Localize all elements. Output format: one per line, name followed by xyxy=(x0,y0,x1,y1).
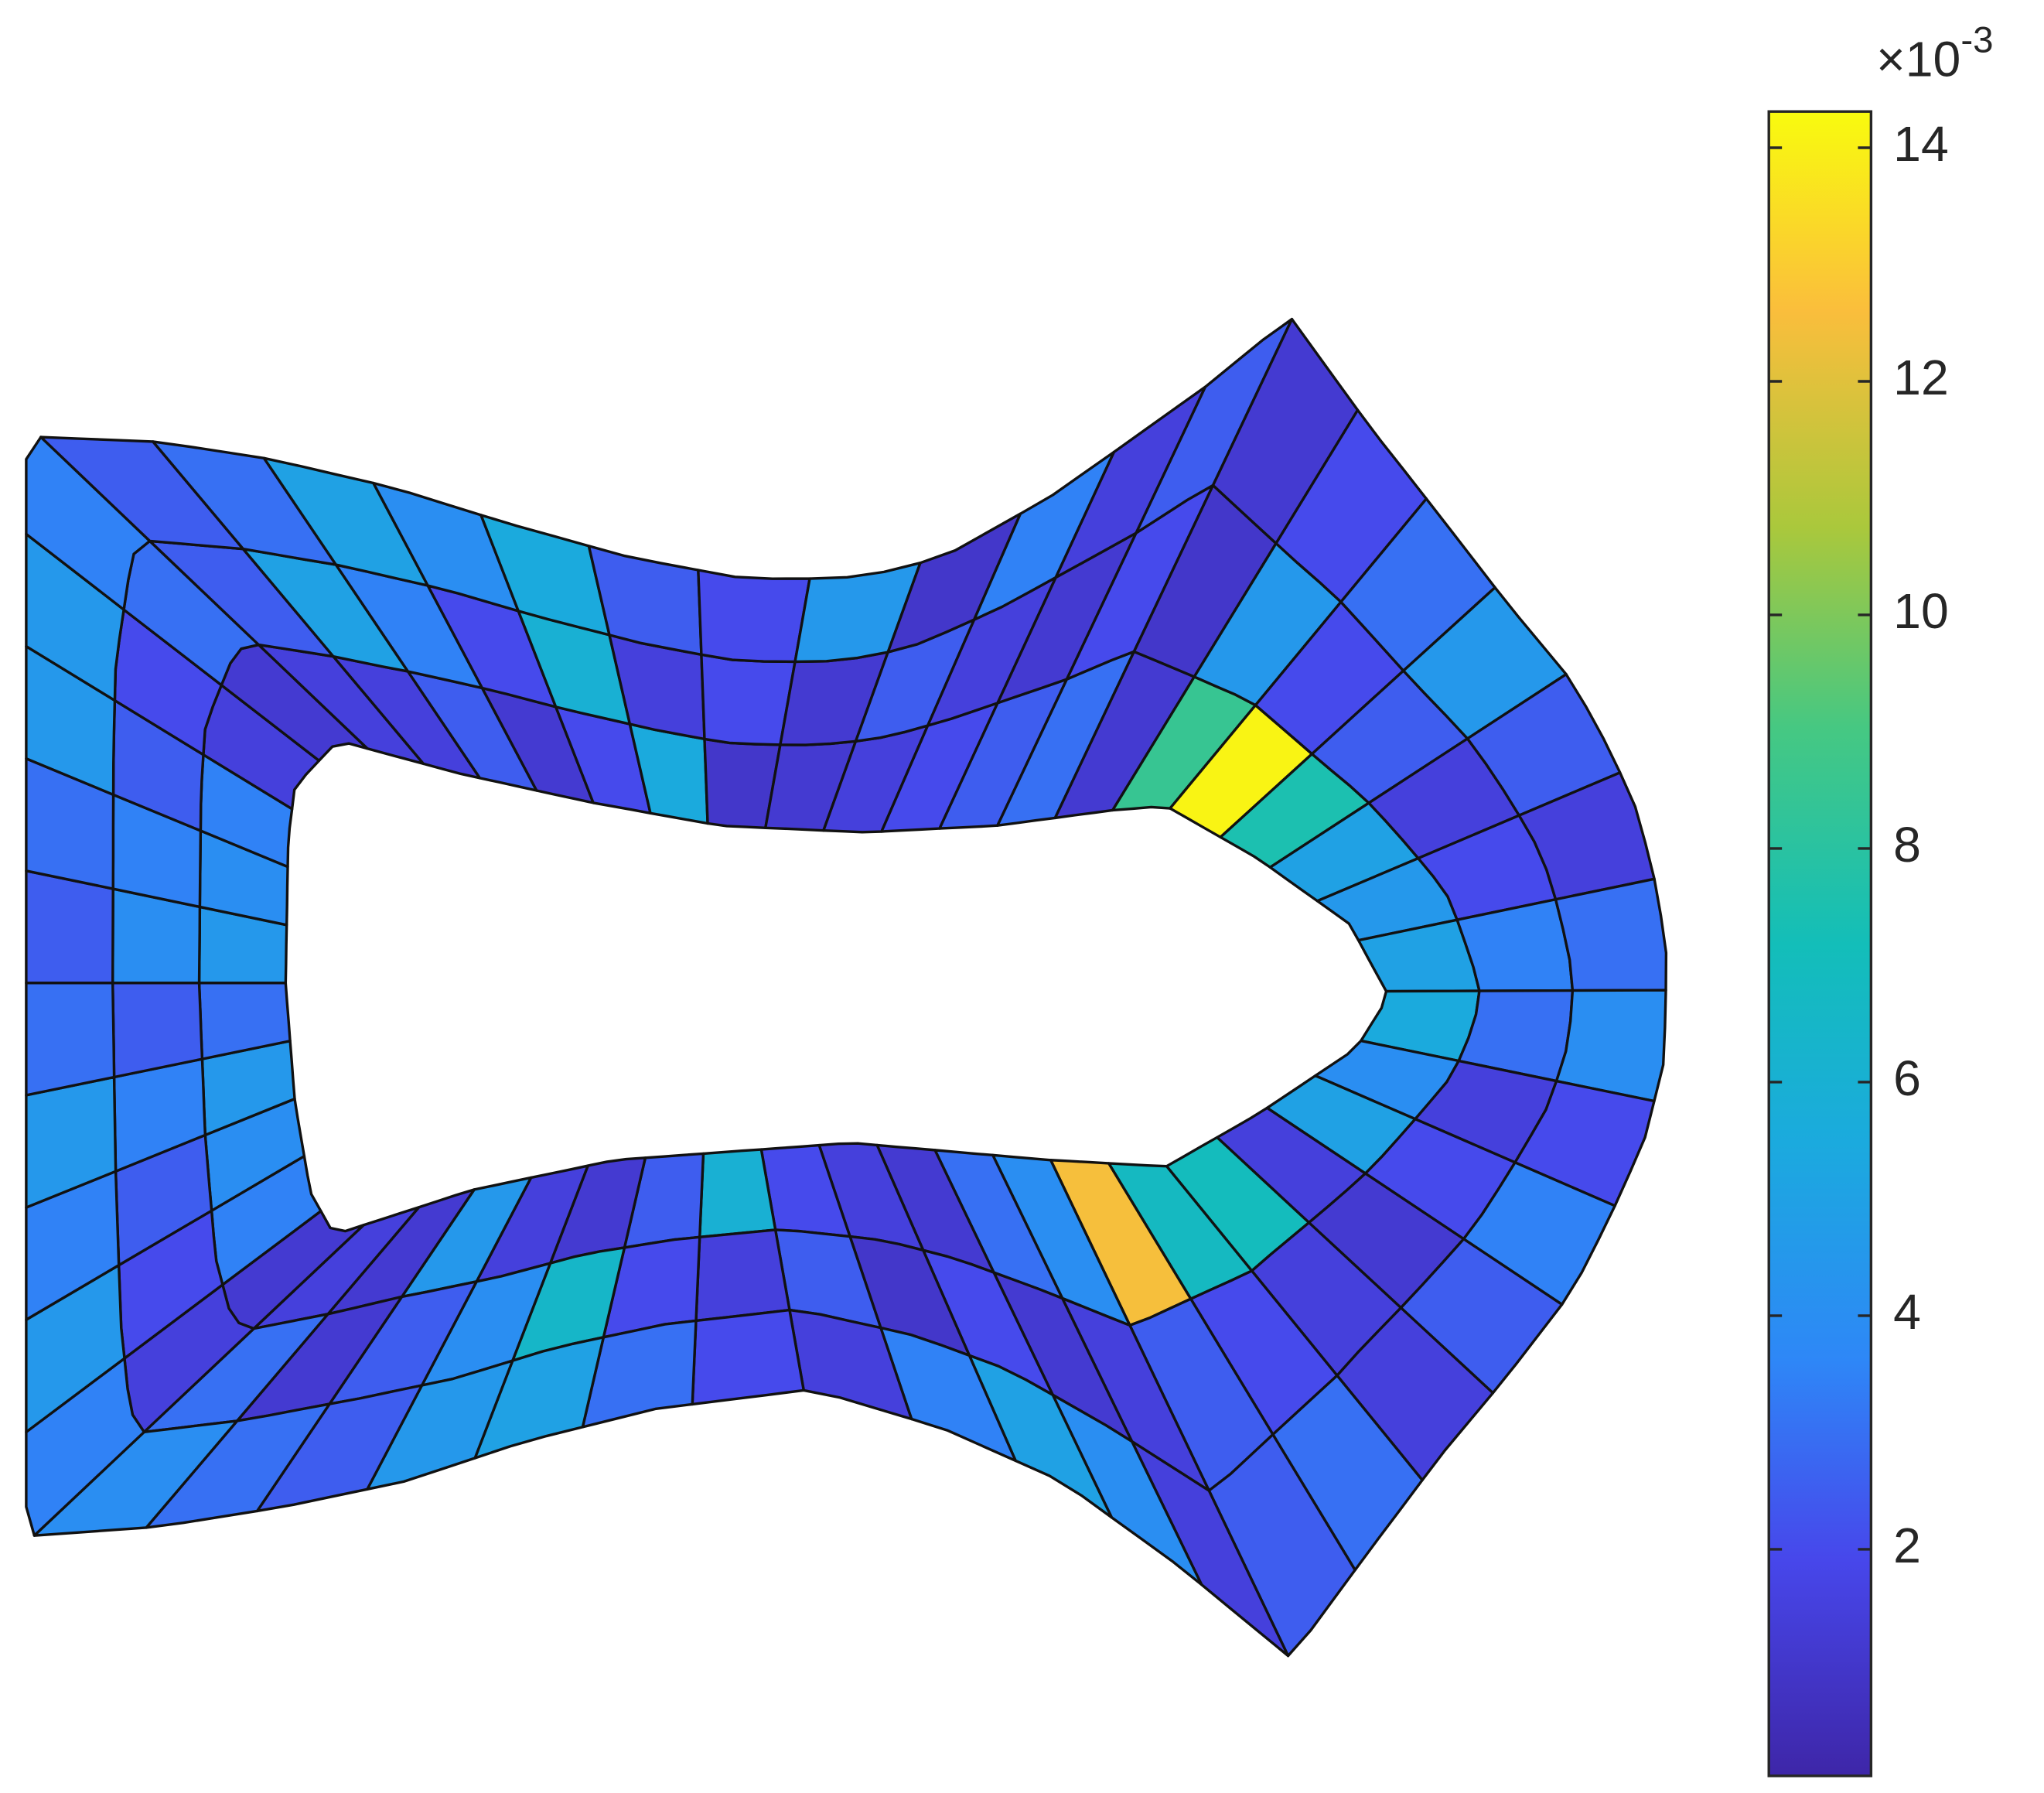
colorbar-tick-label: 2 xyxy=(1893,1518,1921,1573)
mesh-cell xyxy=(694,1228,791,1323)
colorbar-tick-label: 14 xyxy=(1893,116,1949,172)
colorbar-tick-label: 10 xyxy=(1893,583,1949,639)
colorbar-tick-label: 4 xyxy=(1893,1284,1921,1340)
mesh xyxy=(25,317,1668,1658)
colorbar-gradient xyxy=(1767,110,1873,1778)
multiplier-exponent: -3 xyxy=(1960,19,1993,60)
mesh-cell xyxy=(700,653,797,746)
colorbar-multiplier: ×10-3 xyxy=(1876,19,1993,87)
mesh-cell xyxy=(691,1308,805,1406)
colorbar: 2 4 6 8 10 12 14 xyxy=(1767,110,1949,1778)
multiplier-base: ×10 xyxy=(1876,32,1960,87)
colorbar-tick-label: 12 xyxy=(1893,350,1949,405)
mesh-cell xyxy=(111,982,204,1079)
mesh-cell xyxy=(697,569,811,664)
mesh-cell xyxy=(25,982,116,1097)
colorbar-tick-label: 8 xyxy=(1893,817,1921,873)
mesh-cell xyxy=(25,869,114,985)
mesh-cell xyxy=(1554,877,1668,992)
colorbar-tick-label: 6 xyxy=(1893,1050,1921,1106)
mesh-cell xyxy=(698,1148,777,1239)
